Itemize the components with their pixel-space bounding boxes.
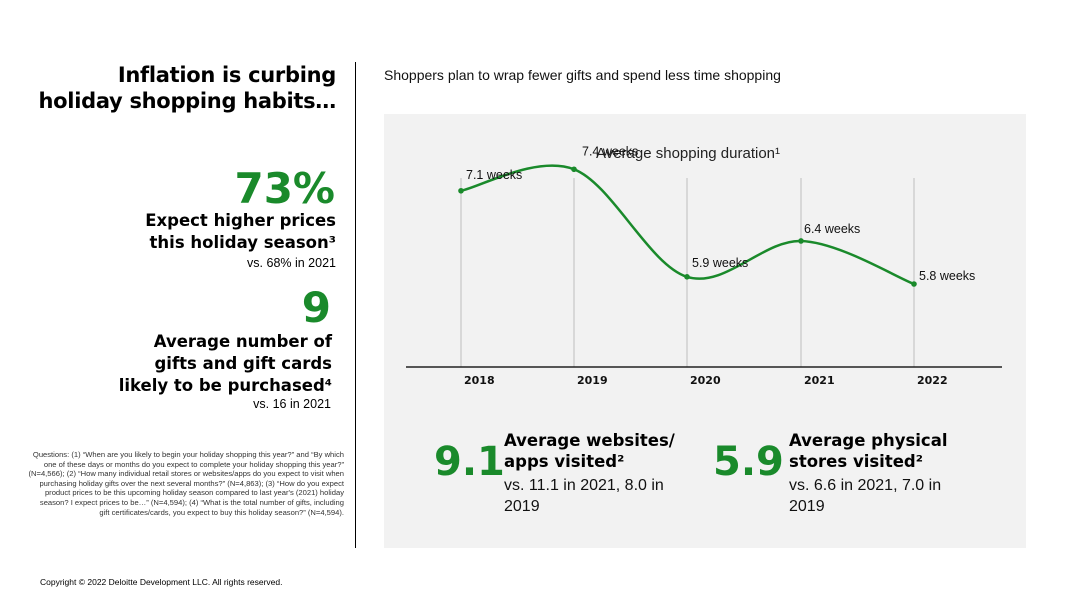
kpi-websites-title-line2: apps visited² (504, 452, 625, 471)
kpi-stores-value: 5.9 (713, 439, 784, 485)
kpi-stores-title-line1: Average physical (789, 431, 948, 450)
stat-expect-higher-prices-comparison: vs. 68% in 2021 (247, 256, 336, 270)
shopping-duration-chart: Average shopping duration¹ 7.1 weeks 7.4 … (406, 144, 1002, 387)
x-tick-2018: 2018 (464, 374, 495, 387)
kpi-stores-title-line2: stores visited² (789, 452, 923, 471)
stat-gift-count-label: Average number of gifts and gift cards l… (40, 331, 332, 397)
stat-gift-count-value: 9 (301, 283, 331, 332)
x-tick-2019: 2019 (577, 374, 608, 387)
data-point-2022 (911, 281, 917, 287)
stat1-label-line2: this holiday season³ (149, 233, 336, 252)
left-title: Inflation is curbing holiday shopping ha… (20, 62, 337, 114)
data-label-2021: 6.4 weeks (804, 222, 860, 236)
data-label-2019: 7.4 weeks (582, 144, 638, 158)
stat1-label-line1: Expect higher prices (145, 211, 336, 230)
data-point-2021 (798, 238, 804, 244)
data-label-2022: 5.8 weeks (919, 269, 975, 283)
data-point-2018 (458, 187, 464, 194)
column-divider (355, 62, 356, 548)
copyright-notice: Copyright © 2022 Deloitte Development LL… (40, 577, 283, 587)
left-title-line1: Inflation is curbing (117, 63, 336, 87)
chart-title: Average shopping duration¹ (596, 145, 780, 162)
chart-panel: Average shopping duration¹ 7.1 weeks 7.4 … (384, 114, 1026, 548)
right-heading: Shoppers plan to wrap fewer gifts and sp… (384, 67, 781, 83)
data-point-2020 (684, 274, 690, 280)
kpi-stores-sub-line1: vs. 6.6 in 2021, 7.0 in (789, 477, 942, 494)
kpi-stores-block: Average physical stores visited² vs. 6.6… (789, 430, 948, 517)
stat2-label-line2: gifts and gift cards (154, 354, 333, 373)
x-tick-2022: 2022 (917, 374, 948, 387)
data-point-2019 (571, 166, 577, 173)
stat2-label-line3: likely to be purchased⁴ (118, 376, 332, 395)
kpi-websites-sub-line2: 2019 (504, 498, 540, 515)
data-label-2018: 7.1 weeks (466, 168, 522, 182)
survey-questions-footnote: Questions: (1) “When are you likely to b… (28, 450, 345, 517)
x-tick-2020: 2020 (690, 374, 721, 387)
kpi-websites-title-line1: Average websites/ (504, 431, 675, 450)
stat-expect-higher-prices-label: Expect higher prices this holiday season… (40, 210, 336, 254)
kpi-websites-block: Average websites/ apps visited² vs. 11.1… (504, 430, 675, 517)
kpi-websites-value: 9.1 (434, 439, 505, 485)
x-tick-2021: 2021 (804, 374, 835, 387)
kpi-websites-sub-line1: vs. 11.1 in 2021, 8.0 in (504, 477, 664, 494)
stat2-label-line1: Average number of (153, 332, 332, 351)
left-title-line2: holiday shopping habits… (38, 89, 337, 113)
data-label-2020: 5.9 weeks (692, 256, 748, 270)
kpi-stores-sub-line2: 2019 (789, 498, 825, 515)
stat-expect-higher-prices-value: 73% (234, 164, 335, 213)
stat-gift-count-comparison: vs. 16 in 2021 (253, 397, 331, 411)
